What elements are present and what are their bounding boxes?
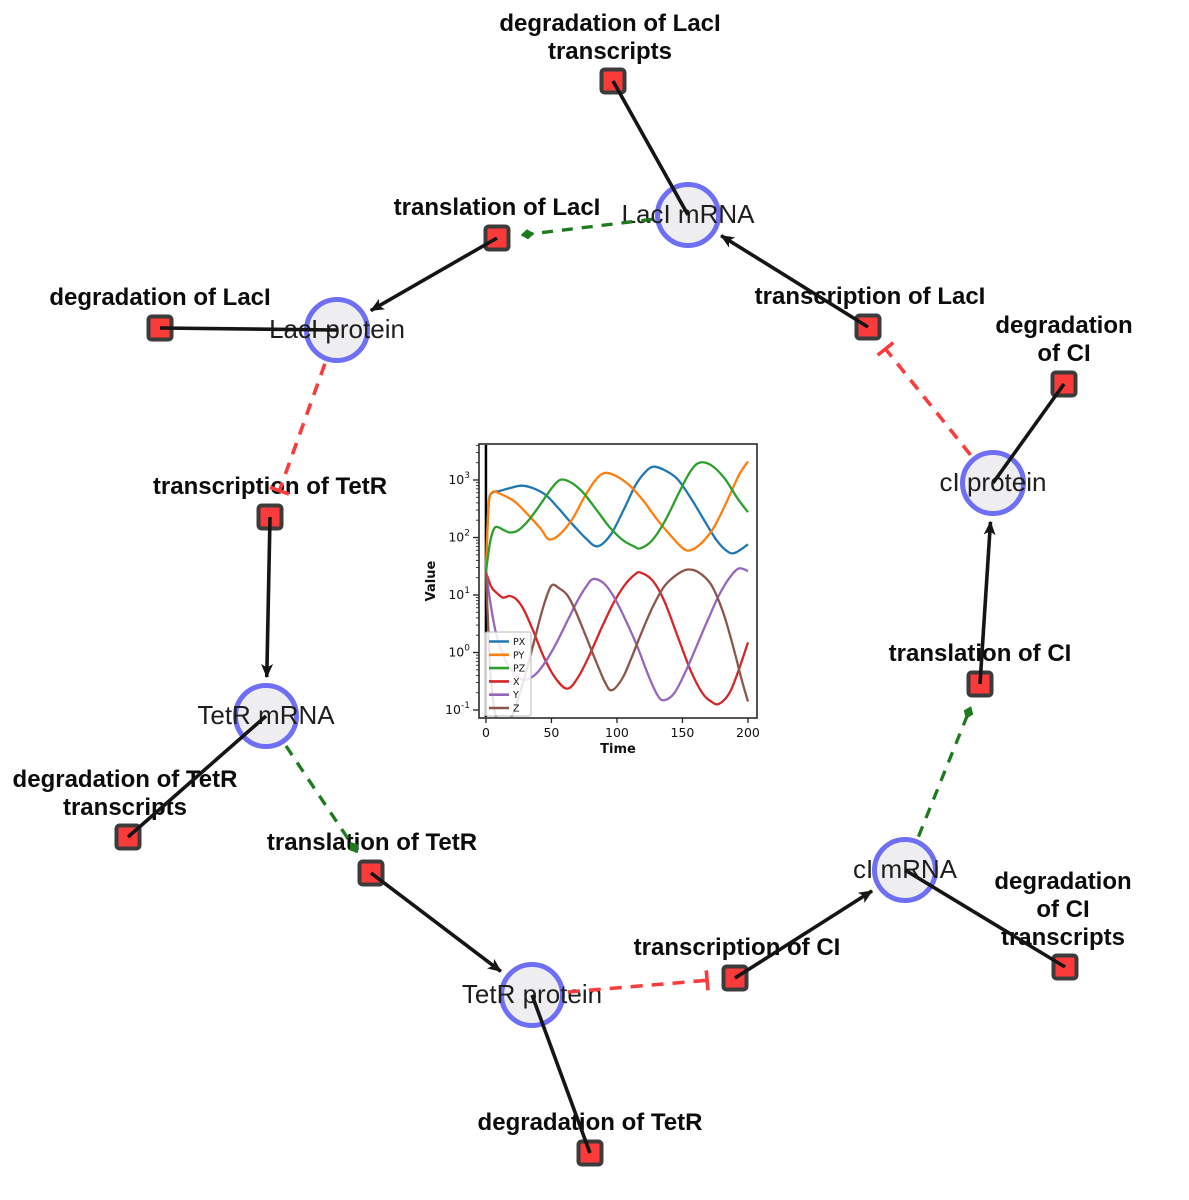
edge-translation-laci-laci-protein	[369, 236, 498, 313]
legend-entry-X: X	[513, 677, 520, 688]
species-node-laci-mrna[interactable]	[655, 182, 721, 248]
reaction-label-translation-laci: translation of LacI	[393, 194, 601, 221]
reaction-node-deg-ci-transcripts[interactable]	[1051, 953, 1079, 981]
edge-laci-mrna-deg-laci-transcripts	[611, 80, 690, 216]
x-axis-label: Time	[600, 742, 636, 757]
edge-translation-ci-ci-protein	[978, 520, 996, 685]
edge-laci-protein-deg-laci	[159, 326, 338, 332]
legend-entry-PZ: PZ	[513, 664, 526, 675]
x-tick-label: 200	[736, 725, 760, 740]
edge-laci-protein-transcription-tetr	[269, 363, 327, 496]
species-node-tetr-mrna[interactable]	[233, 683, 299, 749]
reaction-label-deg-ci: degradation of CI	[995, 312, 1133, 367]
reaction-label-translation-tetr: translation of TetR	[266, 829, 478, 856]
edge-transcription-tetr-tetr-mrna	[261, 516, 274, 679]
series-PX	[484, 465, 749, 573]
reaction-label-deg-ci-transcripts: degradation of CI transcripts	[994, 868, 1132, 951]
edge-ci-protein-deg-ci	[991, 382, 1066, 485]
edge-ci-mrna-translation-ci	[916, 706, 974, 838]
reaction-label-transcription-ci: transcription of CI	[633, 934, 841, 961]
x-tick-label: 100	[605, 725, 629, 740]
edge-transcription-laci-laci-mrna	[720, 234, 869, 329]
reaction-node-deg-tetr[interactable]	[576, 1139, 604, 1167]
edge-translation-tetr-tetr-protein	[369, 871, 503, 973]
x-tick-label: 150	[671, 725, 695, 740]
edge-ci-mrna-deg-ci-transcripts	[904, 868, 1066, 969]
legend: PX PY PZ XYZ	[484, 631, 532, 717]
edge-tetr-protein-deg-tetr	[530, 994, 592, 1154]
edge-tetr-protein-transcription-ci	[567, 970, 710, 994]
series-PZ	[484, 461, 749, 573]
y-tick-label: 101	[448, 586, 470, 602]
legend-entry-Y: Y	[512, 690, 519, 701]
species-label-tetr-mrna: TetR mRNA	[197, 699, 335, 730]
species-label-laci-mrna: LacI mRNA	[621, 198, 755, 229]
reaction-label-deg-tetr: degradation of TetR	[477, 1109, 703, 1136]
edge-tetr-mrna-deg-tetr-transcripts	[126, 714, 268, 839]
reaction-label-deg-laci: degradation of LacI	[49, 284, 271, 311]
reaction-label-deg-laci-transcripts: degradation of LacI transcripts	[499, 10, 721, 65]
y-axis-label: Value	[424, 560, 439, 601]
reaction-node-translation-laci[interactable]	[483, 224, 511, 252]
reaction-label-transcription-laci: transcription of LacI	[754, 283, 986, 310]
reaction-label-deg-tetr-transcripts: degradation of TetR transcripts	[12, 766, 238, 821]
reaction-label-transcription-tetr: transcription of TetR	[152, 473, 388, 500]
legend-entry-Z: Z	[513, 704, 520, 715]
y-tick-label: 10-1	[445, 701, 470, 717]
y-tick-label: 103	[448, 471, 470, 487]
timeseries-plot: 10-1 100 101 102 103 0 50 100 150 200 PX PY PZ XYZ Tim…	[424, 443, 760, 757]
x-tick-label: 0	[482, 725, 490, 740]
reaction-label-translation-ci: translation of CI	[888, 640, 1072, 667]
species-label-ci-protein: cI protein	[939, 466, 1047, 497]
y-tick-label: 102	[448, 528, 470, 544]
edge-tetr-mrna-translation-tetr	[284, 745, 359, 854]
edge-transcription-ci-ci-mrna	[734, 889, 874, 980]
series-PY	[484, 460, 749, 573]
series-X	[484, 570, 750, 706]
x-tick-label: 50	[543, 725, 559, 740]
timeseries-inset: 10-1 100 101 102 103 0 50 100 150 200 PX PY PZ X Y Z Tim…	[424, 433, 776, 767]
edge-laci-mrna-translation-laci	[520, 217, 653, 240]
legend-entry-PY: PY	[513, 650, 525, 661]
y-tick-label: 100	[448, 644, 470, 660]
legend-entry-PX: PX	[513, 637, 526, 648]
edge-ci-protein-transcription-laci	[876, 341, 972, 457]
